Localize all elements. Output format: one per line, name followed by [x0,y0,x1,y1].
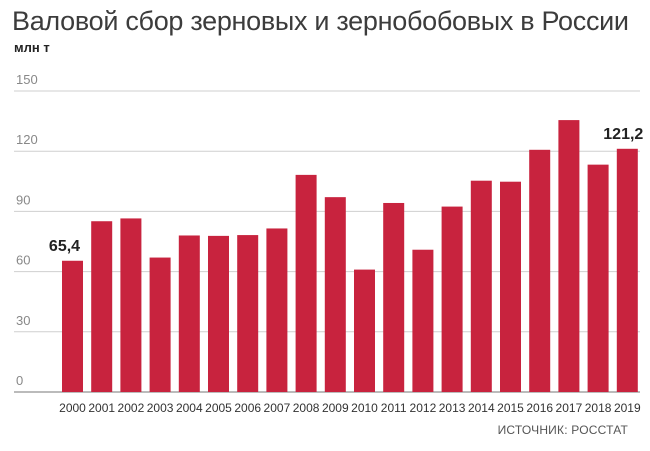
bar-2009 [324,197,346,392]
x-tick-label: 2005 [205,401,232,415]
y-tick-label: 90 [16,192,30,207]
x-tick-label: 2006 [234,401,261,415]
x-tick-label: 2012 [410,401,437,415]
x-tick-label: 2001 [88,401,115,415]
bar-2001 [91,221,113,392]
bar-2000 [62,260,83,392]
bar-2016 [529,149,551,392]
x-tick-label: 2018 [585,401,612,415]
y-tick-label: 120 [16,132,38,147]
bar-2006 [237,235,259,392]
bar-2007 [266,228,288,392]
x-tick-label: 2011 [381,401,407,415]
data-label: 65,4 [49,238,80,255]
bars [62,120,638,392]
bar-2002 [120,218,142,392]
y-tick-label: 0 [16,373,23,388]
y-tick-label: 150 [16,72,38,87]
x-tick-label: 2000 [59,401,86,415]
bar-2008 [295,174,317,392]
y-tick-label: 30 [16,313,30,328]
bar-2017 [558,120,580,392]
data-label: 121,2 [603,126,643,143]
x-tick-label: 2009 [322,401,349,415]
x-tick-label: 2008 [293,401,320,415]
x-tick-label: 2013 [439,401,466,415]
unit-label: млн т [14,40,50,55]
bar-2015 [500,181,521,392]
bar-2013 [441,206,463,392]
y-tick-label: 60 [16,253,30,268]
chart-title: Валовой сбор зерновых и зернобобовых в Р… [12,6,629,36]
x-tick-label: 2003 [147,401,174,415]
bar-2014 [470,180,492,392]
bar-2004 [178,235,200,392]
x-tick-label: 2016 [526,401,553,415]
source-note: ИСТОЧНИК: РОССТАТ [497,423,628,437]
x-tick-label: 2004 [176,401,203,415]
bar-2011 [383,202,405,392]
bar-2019 [616,148,638,392]
x-tick-label: 2002 [118,401,145,415]
bar-2018 [587,164,609,392]
bar-2010 [354,269,375,392]
x-tick-label: 2010 [351,401,378,415]
x-tick-label: 2017 [556,401,583,415]
bar-2012 [412,249,434,392]
bar-2003 [149,257,171,392]
bar-2005 [208,235,229,392]
x-tick-label: 2019 [614,401,641,415]
x-tick-label: 2014 [468,401,495,415]
labels: 2000 2001 2002 2003 2004 2005 2006 2007 2008 2009… [49,126,643,415]
x-tick-label: 2015 [497,401,524,415]
x-tick-label: 2007 [264,401,291,415]
